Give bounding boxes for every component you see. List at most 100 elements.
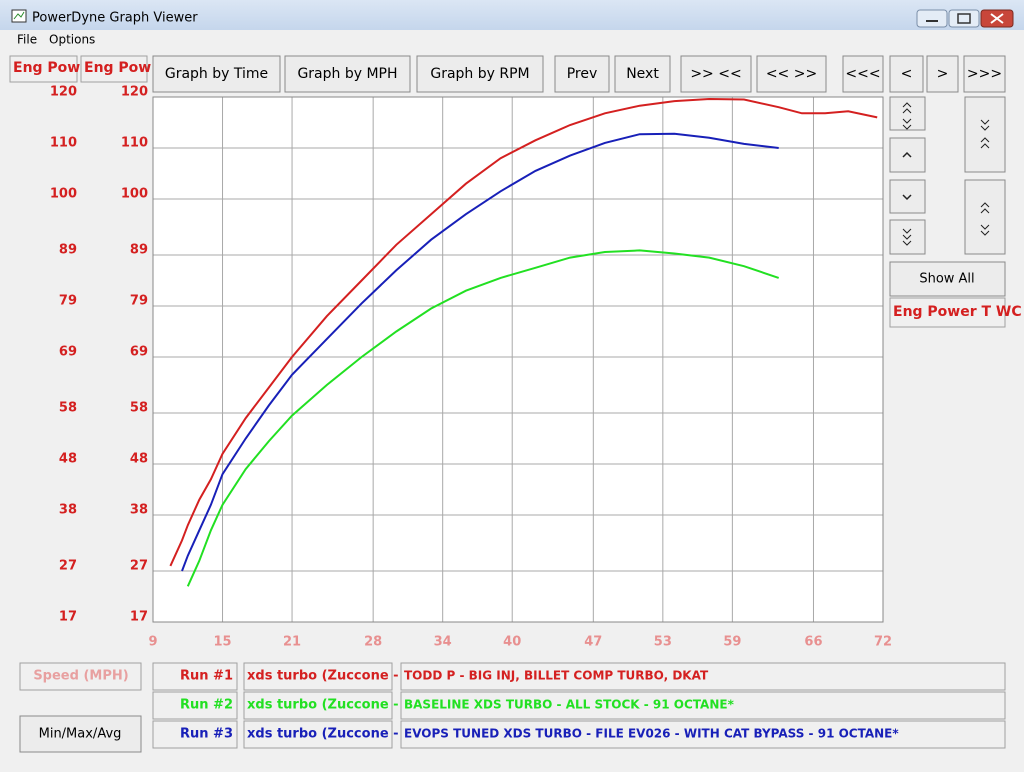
icon	[980, 119, 990, 149]
icon	[902, 194, 912, 201]
y-axis-label-box[interactable]	[9, 55, 78, 83]
channel-box[interactable]	[889, 297, 1006, 328]
y-tick-label: 58	[59, 401, 77, 416]
legend-name: Run #1	[180, 669, 233, 684]
y-axis-label-box[interactable]	[80, 55, 148, 83]
x-tick-label: 53	[654, 635, 672, 650]
icon	[902, 151, 912, 158]
menu-bar: File Options	[17, 33, 95, 47]
toolbar-button[interactable]	[926, 55, 959, 93]
scroll-buttons: Show All Eng Power T WC	[889, 96, 1022, 328]
y-tick-label: 69	[59, 344, 77, 359]
y-tick-label: 17	[59, 610, 77, 625]
toolbar-button-label: >	[937, 66, 949, 82]
legend-name: Run #2	[180, 698, 233, 713]
y-tick-label: 17	[130, 610, 148, 625]
vehicle-box[interactable]	[243, 662, 393, 691]
plot-area	[153, 97, 883, 622]
y-tick-label: 79	[130, 293, 148, 308]
zoom-in-button[interactable]	[964, 96, 1006, 173]
toolbar-button[interactable]	[152, 55, 281, 93]
y-tick-label: 58	[130, 401, 148, 416]
series-lines	[169, 97, 878, 587]
scroll-top-button[interactable]	[889, 96, 926, 131]
y-tick-label: 79	[59, 293, 77, 308]
minimize-button[interactable]	[916, 9, 948, 28]
y-axis-label: Eng Pow	[84, 60, 151, 76]
show-all-label: Show All	[919, 272, 974, 287]
toolbar-button[interactable]	[756, 55, 827, 93]
y-tick-label: 27	[130, 559, 148, 574]
vehicle-label: xds turbo (Zuccone -	[247, 669, 399, 684]
x-axis-label-box[interactable]	[19, 662, 142, 691]
scroll-up-button[interactable]	[889, 137, 926, 173]
x-tick-label: 9	[148, 635, 157, 650]
x-tick-label: 28	[364, 635, 382, 650]
y-tick-label: 48	[130, 451, 148, 466]
toolbar-button[interactable]	[889, 55, 924, 93]
toolbar-button[interactable]	[614, 55, 671, 93]
y-tick-label: 89	[130, 243, 148, 258]
y-tick-label: 27	[59, 559, 77, 574]
series-line	[181, 132, 779, 572]
zoom-out-button[interactable]	[964, 179, 1006, 255]
description-box[interactable]	[400, 720, 1006, 749]
description-label: BASELINE XDS TURBO - ALL STOCK - 91 OCTA…	[404, 698, 735, 712]
close-glyph	[990, 13, 1004, 24]
x-tick-label: 40	[503, 635, 521, 650]
toolbar-button[interactable]	[842, 55, 884, 93]
toolbar-button-label: Graph by MPH	[297, 66, 397, 82]
title-bar	[0, 0, 1024, 30]
description-box[interactable]	[400, 662, 1006, 691]
toolbar-button-label: >> <<	[690, 66, 741, 82]
maximize-glyph	[957, 13, 971, 24]
y-tick-label: 69	[130, 344, 148, 359]
series-line	[169, 97, 878, 567]
y-tick-label: 110	[50, 135, 77, 150]
icon	[902, 228, 912, 246]
toolbar-button[interactable]	[680, 55, 752, 93]
description-label: TODD P - BIG INJ, BILLET COMP TURBO, DKA…	[404, 669, 709, 683]
y-tick-label: 110	[121, 135, 148, 150]
toolbar-button-label: Graph by Time	[165, 66, 268, 82]
y-tick-label: 48	[59, 451, 77, 466]
plot-border	[152, 96, 884, 623]
y-axis-label: Eng Pow	[13, 60, 80, 76]
x-tick-label: 59	[723, 635, 741, 650]
toolbar: Graph by Time Graph by MPH Graph by RPM Pre…	[152, 55, 1006, 93]
vehicle-box[interactable]	[243, 720, 393, 749]
icon	[980, 202, 990, 236]
scroll-down-button[interactable]	[889, 179, 926, 214]
toolbar-button-label: << >>	[766, 66, 817, 82]
toolbar-button[interactable]	[554, 55, 610, 93]
axes: 9 15 21 28 34 40 47 53 59 66 72 17 17 27 27 38 38 48 48 58 5…	[9, 55, 892, 691]
icon	[902, 102, 912, 130]
toolbar-button[interactable]	[284, 55, 411, 93]
toolbar-button-label: Graph by RPM	[430, 66, 529, 82]
vehicle-box[interactable]	[243, 691, 393, 720]
x-tick-label: 47	[584, 635, 602, 650]
menu-item[interactable]: Options	[49, 33, 95, 47]
run-box[interactable]	[152, 662, 238, 691]
y-tick-label: 38	[59, 502, 77, 517]
maximize-button[interactable]	[948, 9, 980, 28]
description-box[interactable]	[400, 691, 1006, 720]
window-title: PowerDyne Graph Viewer	[32, 11, 198, 26]
x-tick-label: 21	[283, 635, 301, 650]
toolbar-button-label: <	[901, 66, 913, 82]
y-tick-label: 120	[121, 85, 148, 100]
x-tick-label: 15	[213, 635, 231, 650]
series-line	[186, 249, 780, 587]
scroll-bottom-button[interactable]	[889, 219, 926, 255]
y-tick-label: 120	[50, 85, 77, 100]
toolbar-button[interactable]	[963, 55, 1006, 93]
show-all-button[interactable]	[889, 261, 1006, 297]
channel-label: Eng Power T WC	[893, 304, 1022, 320]
toolbar-button[interactable]	[416, 55, 544, 93]
run-box[interactable]	[152, 720, 238, 749]
min-max-avg-button[interactable]	[19, 715, 142, 753]
y-tick-label: 89	[59, 243, 77, 258]
run-box[interactable]	[152, 691, 238, 720]
menu-item[interactable]: File	[17, 33, 37, 47]
